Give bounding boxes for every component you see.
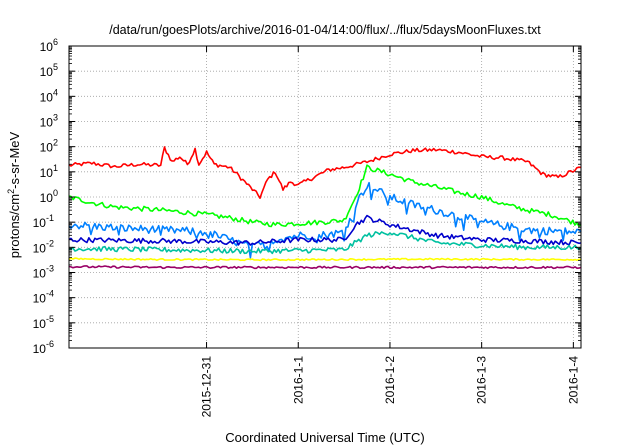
x-tick-label: 2015-12-31	[200, 356, 214, 418]
y-tick-label: 101	[40, 163, 58, 180]
x-tick-label: 2016-1-3	[475, 356, 489, 404]
ticks-layer	[69, 45, 581, 349]
y-tick-base: 10	[33, 241, 47, 255]
y-tick-exponent: -4	[46, 289, 54, 299]
x-tick-label: 2016-1-4	[566, 356, 580, 404]
y-tick-base: 10	[40, 116, 54, 130]
series-line-1	[68, 146, 582, 199]
y-tick-base: 10	[33, 317, 47, 331]
y-tick-label: 104	[40, 87, 58, 104]
y-tick-base: 10	[33, 292, 47, 306]
y-tick-base: 10	[33, 342, 47, 356]
x-tick-labels: 2015-12-31 2016-1-1 2016-1-2 2016-1-3 2016-1…	[200, 356, 581, 418]
y-tick-base: 10	[40, 40, 54, 54]
y-tick-exponent: 3	[53, 113, 58, 123]
y-tick-label: 10-5	[33, 314, 54, 331]
y-tick-exponent: 1	[53, 163, 58, 173]
y-tick-base: 10	[40, 65, 54, 79]
y-tick-exponent: -1	[46, 213, 54, 223]
y-axis-label: protons/cm2-s-sr-MeV	[6, 131, 22, 258]
y-tick-exponent: 6	[53, 37, 58, 47]
y-tick-exponent: 2	[53, 138, 58, 148]
y-axis-label-base: protons/cm	[7, 194, 22, 258]
series-line-2	[68, 164, 582, 228]
y-tick-label: 105	[40, 62, 58, 79]
y-tick-label: 102	[40, 138, 58, 155]
y-axis-label-rest: -s-sr-MeV	[7, 131, 22, 188]
y-tick-base: 10	[40, 166, 54, 180]
y-tick-exponent: 4	[53, 87, 58, 97]
y-tick-base: 10	[33, 216, 47, 230]
x-tick-label: 2016-1-2	[383, 356, 397, 404]
x-tick-label: 2016-1-1	[291, 356, 305, 404]
series-line-5	[69, 231, 582, 255]
y-tick-base: 10	[40, 191, 54, 205]
series-line-7	[68, 265, 582, 270]
x-axis-label: Coordinated Universal Time (UTC)	[225, 430, 424, 445]
y-tick-label: 10-3	[33, 264, 54, 281]
y-tick-base: 10	[33, 267, 47, 281]
chart-title: /data/run/goesPlots/archive/2016-01-04/1…	[109, 23, 541, 37]
y-tick-labels: 10-610-510-410-310-210-11001011021031041…	[33, 37, 58, 356]
series-line-6	[68, 257, 582, 262]
y-tick-exponent: -3	[46, 264, 54, 274]
y-tick-label: 106	[40, 37, 58, 54]
y-tick-base: 10	[40, 141, 54, 155]
y-tick-label: 103	[40, 113, 58, 130]
y-tick-base: 10	[40, 90, 54, 104]
y-tick-label: 10-1	[33, 213, 54, 230]
y-tick-exponent: -6	[46, 339, 54, 349]
y-tick-label: 10-6	[33, 339, 54, 356]
y-tick-exponent: -5	[46, 314, 54, 324]
y-tick-exponent: 5	[53, 62, 58, 72]
series-line-3	[68, 181, 582, 259]
series-line-4	[68, 214, 582, 246]
grid-layer	[69, 46, 581, 348]
y-axis-label-sup: 2	[6, 189, 16, 194]
y-tick-label: 10-2	[33, 238, 54, 255]
series-layer	[68, 146, 582, 270]
y-tick-label: 100	[40, 188, 58, 205]
y-tick-label: 10-4	[33, 289, 54, 306]
y-tick-exponent: 0	[53, 188, 58, 198]
y-tick-exponent: -2	[46, 238, 54, 248]
